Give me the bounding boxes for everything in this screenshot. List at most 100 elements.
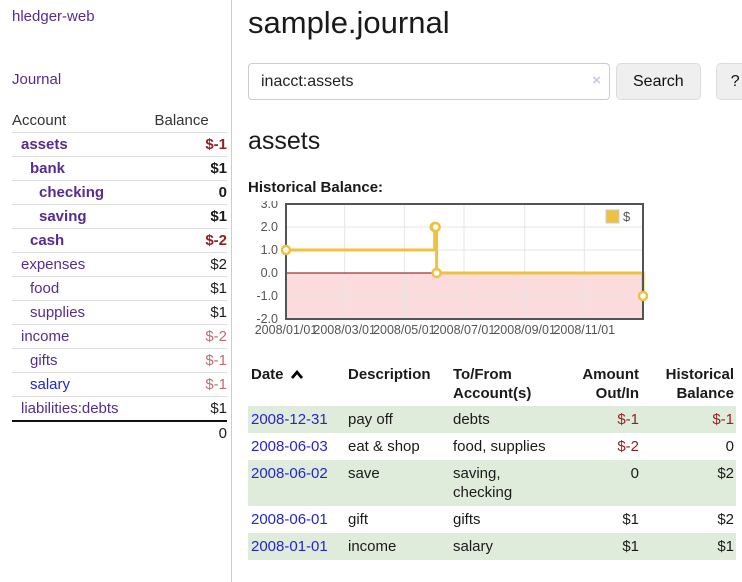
historical-balance-chart: $3.0 2.0 1.0 0.0 -1.0 -2.0 2008/01/01 2008/03/0…: [248, 197, 742, 346]
account-balance: $-1: [154, 348, 227, 373]
page-title: sample.journal: [248, 5, 450, 40]
account-row: bank $1: [12, 156, 227, 181]
svg-text:3.0: 3.0: [261, 201, 278, 211]
svg-text:2.0: 2.0: [261, 220, 278, 234]
transaction-balance: $2: [717, 465, 734, 482]
transaction-description: gift: [348, 511, 369, 528]
transaction-balance: 0: [725, 438, 734, 455]
account-link[interactable]: salary: [30, 376, 71, 393]
account-balance: $1: [154, 300, 227, 325]
search-form: × Search ?: [248, 63, 742, 100]
transaction-balance: $-1: [712, 411, 734, 428]
transaction-date-link[interactable]: 2008-01-01: [251, 538, 328, 555]
svg-text:-1.0: -1.0: [256, 289, 278, 303]
svg-text:2008/11/01: 2008/11/01: [553, 323, 615, 337]
accounts-header-account: Account: [12, 112, 67, 129]
account-row: assets $-1: [12, 132, 227, 157]
account-row: food $1: [12, 276, 227, 301]
account-balance: $-2: [154, 324, 227, 349]
accounts-total-row: 0: [12, 420, 227, 445]
account-balance: $-1: [154, 132, 227, 157]
svg-text:2008/07/01: 2008/07/01: [433, 323, 496, 337]
transaction-accounts: gifts: [453, 511, 481, 528]
account-balance: $1: [154, 276, 227, 301]
account-row: salary $-1: [12, 372, 227, 397]
transaction-date-link[interactable]: 2008-06-01: [251, 511, 328, 528]
account-link[interactable]: income: [21, 328, 70, 345]
svg-text:-2.0: -2.0: [256, 312, 278, 326]
accounts-total-value: 0: [154, 420, 227, 445]
main-content: sample.journal × Search ? assets Histori…: [232, 0, 742, 582]
account-balance: $-1: [154, 372, 227, 397]
account-link[interactable]: assets: [21, 136, 68, 153]
account-link[interactable]: cash: [30, 232, 65, 249]
account-row: income $-2: [12, 324, 227, 349]
svg-text:0.0: 0.0: [261, 266, 278, 280]
transaction-amount: $-1: [617, 411, 639, 428]
account-link[interactable]: checking: [39, 184, 105, 201]
svg-text:2008/01/01: 2008/01/01: [255, 323, 318, 337]
search-button[interactable]: Search: [616, 63, 701, 100]
register-row: 2008-06-03 eat & shop food, supplies $-2 0: [248, 433, 736, 460]
chart-title: Historical Balance:: [248, 179, 384, 196]
account-link[interactable]: liabilities:debts: [21, 400, 119, 417]
transaction-description: save: [348, 465, 380, 482]
transaction-description: income: [348, 538, 397, 555]
account-balance: $-2: [154, 228, 227, 253]
account-balance: $1: [154, 396, 227, 421]
register-row: 2008-01-01 income salary $1 $1: [248, 533, 736, 560]
sidebar: hledger-web Journal Account Balance asse…: [0, 0, 232, 582]
transaction-date-link[interactable]: 2008-06-02: [251, 465, 328, 482]
nav-journal-link[interactable]: Journal: [12, 71, 62, 88]
search-input[interactable]: [248, 63, 610, 100]
register-table: Date Description To/From Account(s) Amou…: [248, 363, 736, 560]
accounts-table: Account Balance assets $-1 bank $1 checking 0…: [12, 109, 227, 445]
svg-text:$: $: [623, 209, 631, 224]
app-title-link[interactable]: hledger-web: [12, 8, 95, 25]
account-balance: $1: [154, 204, 227, 229]
register-header-accounts: To/From Account(s): [453, 366, 532, 402]
register-row: 2008-12-31 pay off debts $-1 $-1: [248, 406, 736, 433]
account-link[interactable]: expenses: [21, 256, 86, 273]
account-link[interactable]: food: [30, 280, 60, 297]
register-header-description: Description: [348, 366, 431, 383]
account-row: expenses $2: [12, 252, 227, 277]
account-link[interactable]: supplies: [30, 304, 86, 321]
sort-ascending-icon: [290, 370, 303, 379]
transaction-balance: $1: [717, 538, 734, 555]
register-row: 2008-06-01 gift gifts $1 $2: [248, 506, 736, 533]
account-balance: 0: [154, 180, 227, 205]
svg-text:1.0: 1.0: [261, 243, 278, 257]
transaction-accounts: debts: [453, 411, 490, 428]
account-row: liabilities:debts $1: [12, 396, 227, 421]
sidebar-nav: Journal: [12, 71, 227, 88]
transaction-amount: 0: [630, 465, 639, 482]
accounts-header-balance: Balance: [154, 112, 209, 129]
account-link[interactable]: bank: [30, 160, 66, 177]
register-header-date[interactable]: Date: [251, 365, 304, 384]
account-row: checking 0: [12, 180, 227, 205]
transaction-amount: $1: [622, 538, 639, 555]
register-header-row: Date Description To/From Account(s) Amou…: [248, 363, 736, 406]
transaction-description: pay off: [348, 411, 393, 428]
transaction-amount: $1: [622, 511, 639, 528]
transaction-date-link[interactable]: 2008-06-03: [251, 438, 328, 455]
account-heading: assets: [248, 127, 321, 155]
transaction-accounts: food, supplies: [453, 438, 546, 455]
account-link[interactable]: gifts: [30, 352, 58, 369]
transaction-accounts: salary: [453, 538, 494, 555]
svg-text:2008/05/01: 2008/05/01: [373, 323, 436, 337]
account-link[interactable]: saving: [39, 208, 87, 225]
svg-text:2008/09/01: 2008/09/01: [493, 323, 556, 337]
transaction-description: eat & shop: [348, 438, 420, 455]
register-header-balance: Historical Balance: [665, 366, 734, 402]
transaction-date-link[interactable]: 2008-12-31: [251, 411, 328, 428]
clear-search-icon[interactable]: ×: [592, 72, 601, 89]
account-row: supplies $1: [12, 300, 227, 325]
account-balance: $2: [154, 252, 227, 277]
help-button[interactable]: ?: [715, 63, 742, 100]
register-row: 2008-06-02 save saving, checking 0 $2: [248, 460, 736, 506]
transaction-accounts: saving, checking: [453, 465, 513, 501]
account-balance: $1: [154, 156, 227, 181]
